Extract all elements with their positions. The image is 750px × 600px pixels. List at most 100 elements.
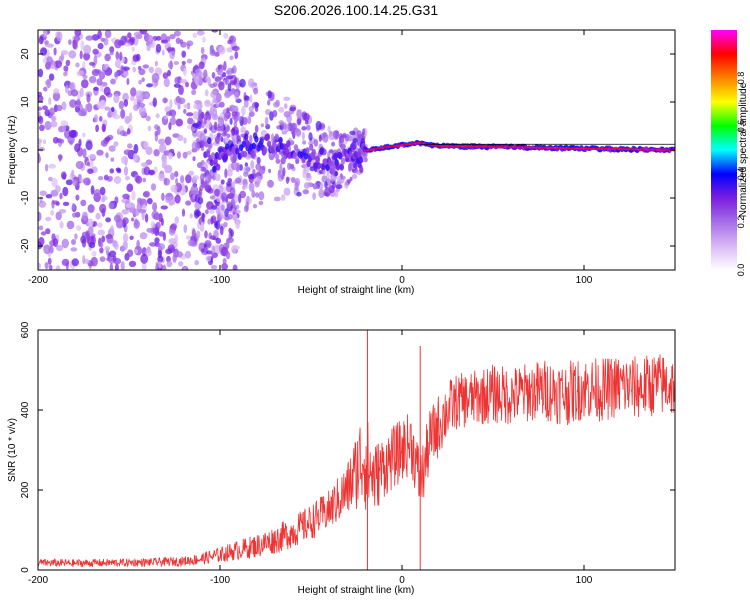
spectral-blob [163,78,170,88]
spectral-blob [133,248,139,254]
spectral-blob [212,82,218,88]
spectral-blob [191,141,198,151]
spectral-blob [101,197,105,203]
spectral-blob [122,92,129,102]
spectral-blob [128,112,133,122]
spectral-blob [181,60,186,66]
spectral-blob [183,224,188,234]
spectral-blob [62,186,69,197]
spectral-blob [280,157,286,165]
spectral-blob [121,155,129,165]
spectral-blob [160,218,164,226]
spectral-blob [188,170,195,176]
spectral-blob [68,50,77,59]
spectral-blob [286,140,291,148]
spectral-blob [48,163,56,169]
spectral-blob [56,31,63,42]
spectral-blob [105,152,109,159]
spectral-blob [38,153,41,163]
spectral-blob [65,59,71,67]
spectral-blob [52,238,59,247]
spectral-blob [164,136,172,146]
spectral-blob [264,116,269,126]
spectral-blob [150,183,157,191]
spectral-blob [120,65,124,75]
spectral-blob [108,145,116,152]
spectral-blob [178,261,184,267]
spectral-blob [203,117,207,125]
y-tick-label: -20 [20,238,31,253]
spectral-blob [130,95,135,101]
spectral-blob [322,131,327,139]
spectral-blob [95,124,99,133]
spectral-blob [154,213,160,221]
spectral-blob [267,179,274,188]
spectral-blob [248,174,254,184]
spectral-blob [38,147,46,152]
spectral-blob [168,200,173,206]
x-tick-label: 100 [576,575,593,586]
spectral-blob [110,78,116,85]
spectral-blob [199,133,206,143]
spectral-blob [211,252,218,258]
spectral-blob [223,112,229,122]
spectral-blob [225,251,231,260]
spectral-blob [71,169,75,178]
spectral-blob [106,234,114,244]
spectral-blob [198,74,202,85]
spectral-blob [226,67,233,77]
spectral-blob [229,117,233,125]
spectral-blob [86,93,91,103]
spectral-blob [110,157,115,162]
spectral-blob [150,221,156,229]
spectral-blob [46,78,52,89]
spectral-blob [74,30,82,37]
spectral-blob [179,78,188,84]
spectral-blob [186,43,190,50]
spectral-blob [69,82,74,90]
spectral-blob [245,201,249,210]
spectral-blob [239,78,246,88]
spectral-blob [124,42,131,47]
spectral-blob [224,143,230,151]
spectral-blob [219,225,224,236]
spectral-blob [104,30,112,39]
spectral-blob [208,144,212,150]
spectral-blob [232,65,237,74]
spectral-blob [113,214,121,223]
spectral-blob [353,151,358,158]
spectral-blob [76,225,82,232]
spectral-blob [183,108,187,114]
spectral-blob [99,203,107,214]
spectral-blob [307,181,313,188]
spectral-blob [113,114,121,120]
spectral-blob [39,124,45,132]
spectral-blob [60,171,67,180]
spectral-blob [200,166,207,172]
spectral-blob [45,216,52,222]
spectral-blob [93,114,99,123]
x-tick-label: -100 [210,275,230,286]
spectral-blob [48,97,52,106]
spectral-blob [129,36,135,43]
spectral-blob [128,260,137,268]
y-tick-label: 0 [20,147,31,153]
spectral-blob [216,195,222,203]
spectral-blob [200,173,205,182]
spectral-blob [258,200,264,206]
spectral-blob [94,69,102,74]
spectral-blob [261,165,266,171]
spectral-blob [166,47,175,52]
spectral-blob [38,106,43,111]
spectral-blob [61,101,67,111]
spectral-blob [192,156,196,162]
spectral-blob [55,211,62,221]
spectral-blob [228,213,233,220]
spectral-blob [209,195,216,200]
spectral-blob [304,120,309,125]
spectral-blob [315,155,320,163]
spectral-blob [65,179,73,186]
spectral-blob [125,202,132,208]
spectral-blob [331,141,336,147]
spectral-blob [153,149,160,157]
